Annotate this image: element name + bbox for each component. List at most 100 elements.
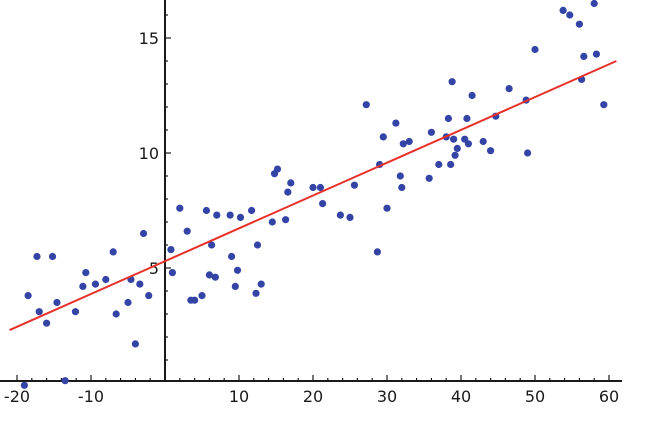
data-point — [600, 101, 608, 109]
data-point — [284, 188, 292, 196]
x-tick-label: 20 — [303, 387, 323, 406]
data-point — [168, 269, 176, 277]
data-point — [233, 266, 242, 274]
data-point — [463, 114, 471, 123]
data-point — [102, 275, 110, 284]
data-point — [399, 140, 407, 148]
data-point — [202, 206, 211, 215]
y-tick-label: 10 — [139, 144, 159, 163]
data-point — [346, 213, 354, 221]
data-point — [226, 211, 234, 219]
data-points — [20, 0, 608, 389]
data-point — [464, 140, 472, 148]
data-point — [61, 377, 69, 385]
data-point — [319, 200, 327, 208]
data-point — [48, 252, 57, 261]
data-point — [427, 128, 435, 136]
data-point — [336, 211, 344, 219]
data-point — [392, 119, 400, 127]
data-point — [91, 280, 100, 288]
data-point — [145, 292, 153, 300]
data-point — [109, 248, 117, 256]
data-point — [379, 133, 387, 141]
x-tick-label: -10 — [78, 387, 104, 406]
data-point — [448, 78, 456, 86]
data-point — [468, 91, 476, 100]
data-point — [531, 45, 539, 54]
data-point — [176, 204, 184, 212]
data-point — [273, 165, 282, 173]
data-point — [405, 137, 413, 146]
data-point — [444, 114, 453, 123]
data-point — [350, 181, 359, 189]
data-point — [450, 135, 458, 143]
data-point — [82, 269, 90, 277]
data-point — [124, 298, 132, 307]
data-point — [435, 160, 443, 169]
data-point — [183, 227, 191, 235]
data-point — [167, 246, 175, 254]
data-point — [453, 144, 461, 152]
data-point — [112, 310, 120, 318]
x-tick-label: -20 — [4, 387, 30, 406]
data-point — [373, 248, 381, 256]
axis-ticks: -20 -10 10 20 30 40 50 60 5 10 15 — [4, 14, 619, 406]
data-point — [191, 296, 199, 304]
data-point — [20, 381, 28, 389]
data-point — [79, 282, 87, 290]
data-point — [447, 160, 455, 169]
axes — [0, 0, 622, 382]
y-tick-label: 5 — [149, 259, 159, 278]
data-point — [136, 280, 144, 288]
data-point — [53, 298, 61, 307]
data-point — [247, 206, 256, 215]
data-point — [287, 179, 295, 187]
x-tick-label: 10 — [229, 387, 249, 406]
data-point — [362, 101, 370, 109]
x-tick-label: 60 — [599, 387, 619, 406]
data-point — [252, 289, 260, 297]
x-tick-label: 40 — [451, 387, 471, 406]
data-point — [268, 218, 276, 226]
data-point — [236, 213, 245, 221]
x-tick-label: 30 — [377, 387, 397, 406]
data-point — [524, 149, 532, 157]
data-point — [24, 292, 32, 300]
x-tick-label: 50 — [525, 387, 545, 406]
data-point — [198, 292, 206, 300]
data-point — [228, 252, 236, 261]
data-point — [425, 174, 433, 182]
data-point — [309, 183, 317, 192]
data-point — [559, 6, 567, 14]
data-point — [479, 137, 487, 146]
data-point — [398, 183, 406, 192]
data-point — [33, 252, 41, 261]
fit-line — [9, 60, 617, 332]
data-point — [590, 0, 598, 8]
data-point — [131, 340, 139, 348]
data-point — [139, 229, 148, 238]
data-point — [316, 183, 324, 192]
data-point — [257, 280, 265, 288]
data-point — [231, 282, 239, 290]
data-point — [253, 241, 262, 249]
data-point — [43, 319, 51, 327]
y-tick-label: 15 — [139, 29, 159, 48]
data-point — [575, 20, 584, 28]
data-point — [383, 204, 391, 212]
data-point — [396, 172, 404, 180]
data-point — [208, 241, 216, 249]
data-point — [592, 50, 601, 58]
fit-line-layer — [9, 60, 617, 332]
data-point — [505, 85, 513, 93]
data-point — [451, 151, 459, 159]
data-point — [205, 271, 213, 279]
data-point — [213, 211, 221, 219]
data-point — [35, 308, 43, 316]
data-point — [580, 52, 588, 61]
data-point — [487, 147, 495, 155]
data-point — [71, 308, 80, 316]
data-point — [211, 273, 219, 281]
